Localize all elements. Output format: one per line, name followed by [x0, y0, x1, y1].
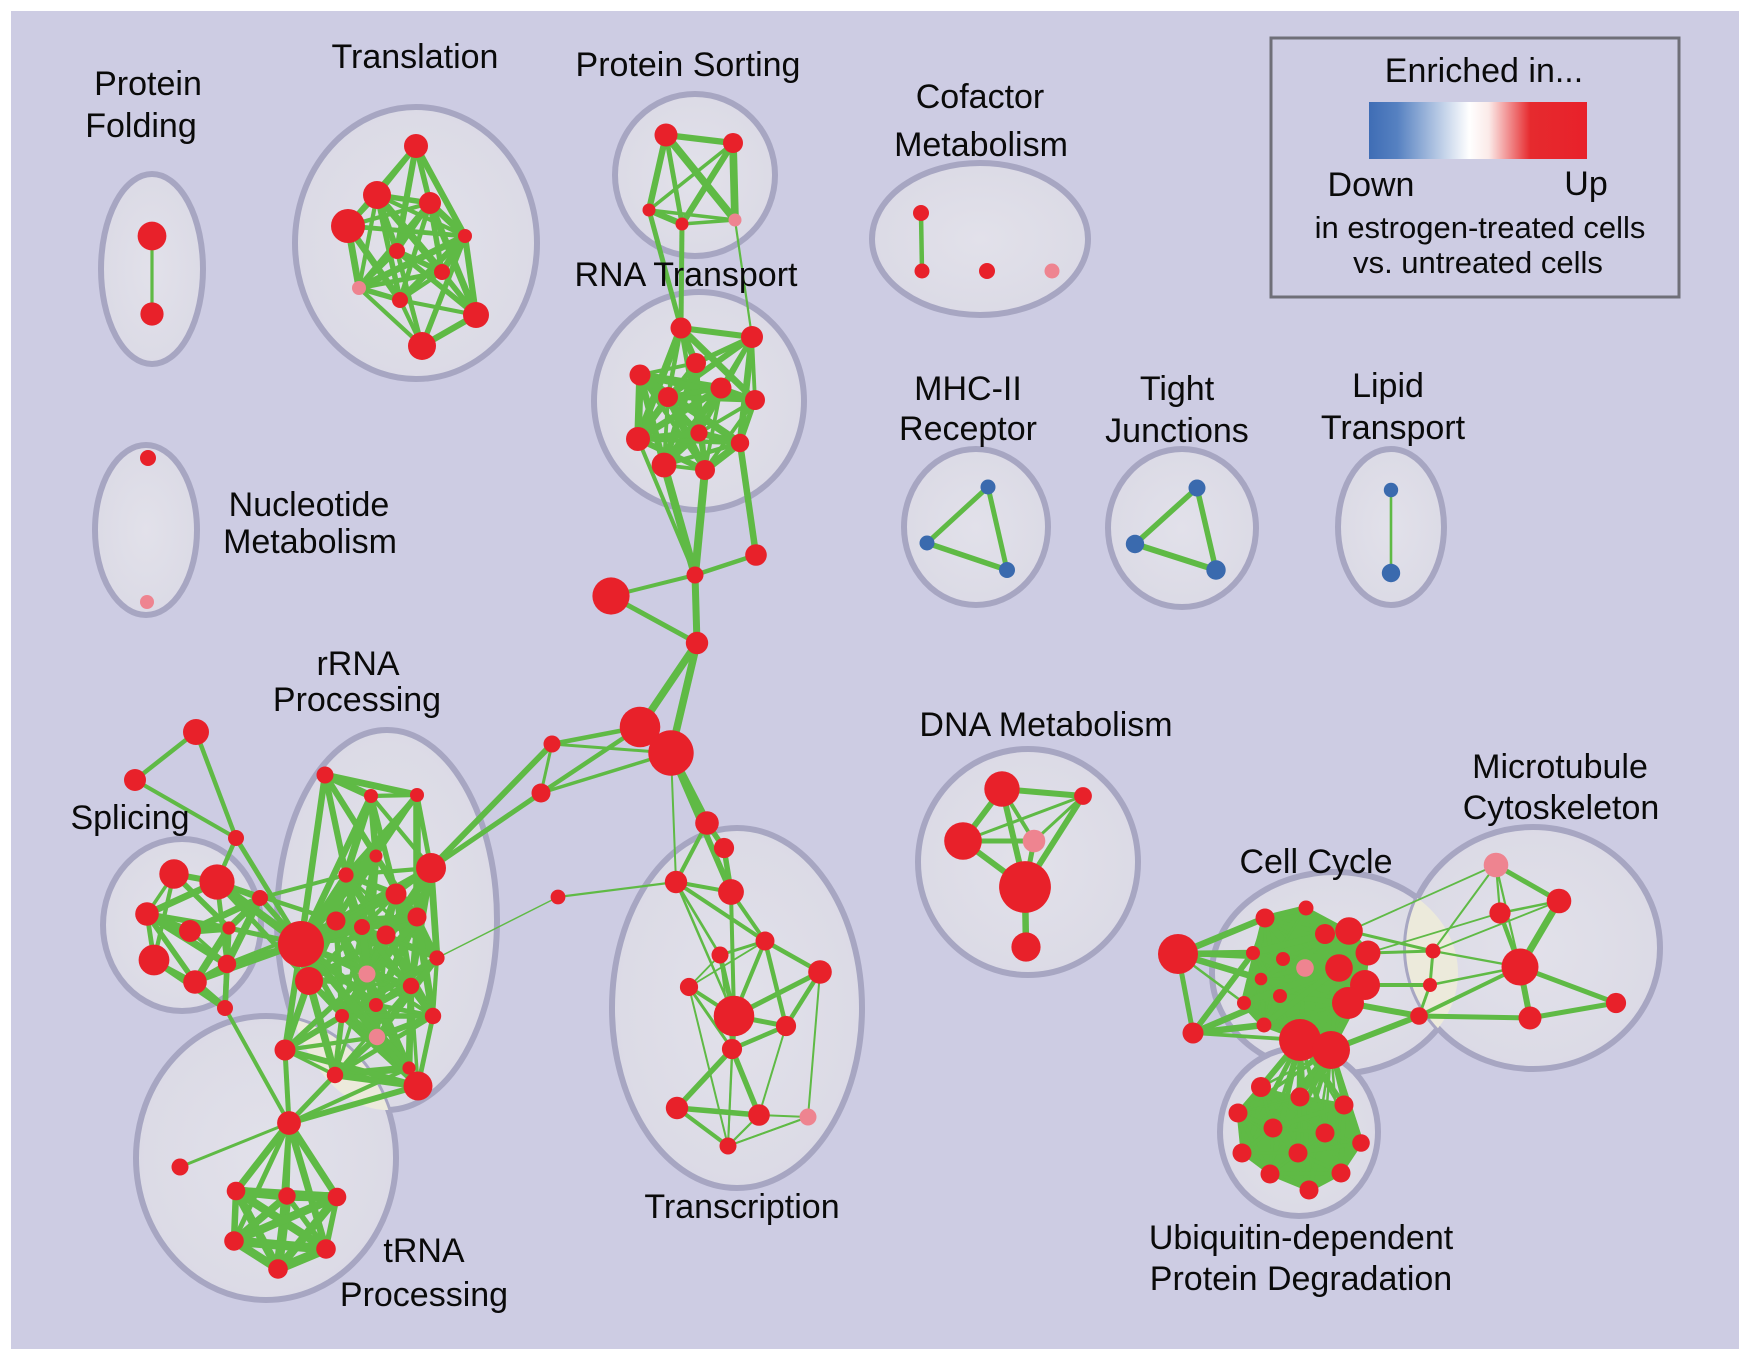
svg-text:DNA Metabolism: DNA Metabolism — [919, 706, 1172, 744]
svg-text:Nucleotide: Nucleotide — [229, 486, 390, 524]
svg-text:vs. untreated cells: vs. untreated cells — [1353, 245, 1603, 280]
svg-text:RNA Transport: RNA Transport — [575, 256, 799, 294]
svg-text:Cell Cycle: Cell Cycle — [1239, 843, 1392, 881]
svg-text:in estrogen-treated cells: in estrogen-treated cells — [1315, 210, 1646, 245]
svg-text:Ubiquitin-dependent: Ubiquitin-dependent — [1149, 1219, 1454, 1257]
svg-text:Metabolism: Metabolism — [223, 523, 397, 561]
svg-text:Splicing: Splicing — [70, 799, 189, 837]
svg-text:Cytoskeleton: Cytoskeleton — [1463, 789, 1660, 827]
svg-text:Tight: Tight — [1140, 370, 1215, 408]
svg-text:Metabolism: Metabolism — [894, 126, 1068, 164]
svg-text:Junctions: Junctions — [1105, 412, 1249, 450]
svg-text:Cofactor: Cofactor — [916, 78, 1045, 116]
svg-text:tRNA: tRNA — [383, 1232, 465, 1270]
svg-text:Protein Sorting: Protein Sorting — [576, 46, 801, 84]
svg-text:Enriched in...: Enriched in... — [1385, 52, 1583, 90]
svg-text:Translation: Translation — [332, 38, 499, 76]
svg-text:Lipid: Lipid — [1352, 367, 1424, 405]
svg-text:MHC-II: MHC-II — [914, 370, 1022, 408]
svg-text:Microtubule: Microtubule — [1472, 748, 1648, 786]
svg-text:Folding: Folding — [85, 107, 197, 145]
svg-text:Transcription: Transcription — [644, 1188, 839, 1226]
svg-text:Down: Down — [1328, 166, 1415, 204]
svg-text:Transport: Transport — [1321, 409, 1466, 447]
svg-text:Processing: Processing — [273, 681, 441, 719]
svg-text:Protein: Protein — [94, 65, 202, 103]
svg-text:Up: Up — [1564, 165, 1607, 203]
svg-text:Processing: Processing — [340, 1276, 508, 1314]
svg-text:Protein Degradation: Protein Degradation — [1150, 1260, 1452, 1298]
svg-text:rRNA: rRNA — [316, 645, 399, 683]
svg-text:Receptor: Receptor — [899, 410, 1037, 448]
